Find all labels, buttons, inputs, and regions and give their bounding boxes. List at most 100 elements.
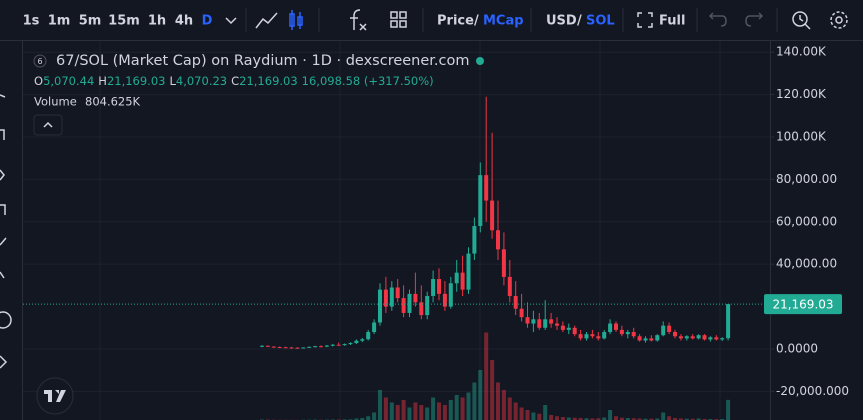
candle-body bbox=[667, 325, 672, 333]
candle-body bbox=[496, 230, 500, 250]
volume-bar bbox=[460, 397, 465, 420]
candle-body bbox=[472, 226, 477, 254]
ohlc-row: O5,070.44 H21,169.03 L4,070.23 C21,169.03 16… bbox=[34, 74, 434, 88]
snapshot-icon[interactable] bbox=[792, 11, 811, 30]
mcap-toggle[interactable]: MCap bbox=[483, 14, 524, 29]
candle-body bbox=[490, 200, 495, 231]
ohlc-key: H bbox=[98, 74, 107, 88]
candle-body bbox=[590, 334, 595, 337]
settings-icon[interactable] bbox=[830, 11, 848, 29]
fullscreen-button[interactable]: Full bbox=[659, 14, 685, 29]
volume-bar bbox=[637, 418, 642, 420]
candle-body bbox=[619, 329, 624, 335]
volume-bar bbox=[360, 418, 365, 420]
ohlc-value: 21,169.03 bbox=[239, 74, 298, 88]
left-toolbar bbox=[0, 94, 12, 369]
ohlc-value: 21,169.03 bbox=[107, 74, 166, 88]
volume-bar bbox=[608, 410, 613, 420]
candle-body bbox=[460, 272, 465, 290]
volume-bar bbox=[442, 405, 447, 420]
candle-body bbox=[319, 346, 323, 348]
plot bbox=[23, 96, 770, 420]
undo-icon[interactable] bbox=[708, 12, 727, 27]
toolbar bbox=[0, 0, 863, 40]
volume-bar bbox=[484, 332, 489, 420]
status-dot bbox=[476, 57, 484, 65]
layout-icon[interactable] bbox=[390, 11, 407, 28]
volume-label: Volume bbox=[34, 95, 77, 109]
volume-bar bbox=[560, 417, 565, 420]
tradingview-logo bbox=[36, 377, 74, 415]
last-price-label: 21,169.03 bbox=[772, 298, 833, 312]
candle-body bbox=[295, 347, 300, 349]
indicators-icon[interactable] bbox=[350, 9, 367, 31]
candle-body bbox=[277, 347, 282, 349]
volume-bar bbox=[401, 400, 406, 420]
interval-button[interactable]: 1m bbox=[48, 14, 71, 29]
candle-body bbox=[643, 338, 648, 341]
volume-bar bbox=[389, 402, 394, 420]
interval-button[interactable]: 4h bbox=[175, 14, 193, 29]
candle-body bbox=[271, 346, 276, 348]
fullscreen-icon[interactable] bbox=[637, 12, 653, 28]
candle-body bbox=[372, 322, 377, 333]
collapse-button[interactable] bbox=[33, 114, 63, 136]
candle-body bbox=[383, 289, 388, 307]
price-toggle[interactable]: Price bbox=[437, 14, 474, 29]
volume-bar bbox=[549, 415, 554, 420]
candle-body bbox=[708, 337, 713, 340]
candle-body bbox=[649, 338, 654, 341]
volume-bar bbox=[425, 407, 430, 420]
candle-body bbox=[608, 323, 613, 333]
candle-body bbox=[625, 332, 630, 335]
sol-toggle[interactable]: SOL bbox=[586, 14, 615, 29]
volume-bar bbox=[466, 392, 471, 420]
candle-icon[interactable] bbox=[289, 10, 303, 30]
interval-button[interactable]: 1s bbox=[23, 14, 40, 29]
volume-bar bbox=[537, 413, 542, 420]
candle-body bbox=[549, 319, 554, 324]
candle-body bbox=[525, 317, 530, 324]
volume-bar bbox=[596, 418, 601, 420]
volume-bar bbox=[519, 407, 524, 420]
candle-body bbox=[714, 337, 719, 340]
redo-icon[interactable] bbox=[745, 12, 764, 27]
volume-bar bbox=[643, 418, 648, 420]
candle-body bbox=[501, 249, 506, 277]
candle-body bbox=[454, 272, 459, 284]
interval-button[interactable]: 5m bbox=[79, 14, 102, 29]
volume-bar bbox=[696, 418, 701, 420]
y-tick-label: 120.00K bbox=[776, 87, 827, 101]
interval-button[interactable]: 15m bbox=[108, 14, 140, 29]
candle-body bbox=[513, 295, 518, 309]
volume-bar bbox=[531, 412, 536, 420]
candle-body bbox=[596, 336, 601, 339]
interval-button[interactable]: 1h bbox=[148, 14, 166, 29]
candle-body bbox=[543, 319, 548, 328]
candle-body bbox=[507, 276, 512, 296]
candle-body bbox=[342, 344, 347, 346]
candle-body bbox=[572, 327, 577, 335]
y-tick-label: 80,000.00 bbox=[776, 172, 837, 186]
candle-body bbox=[560, 325, 565, 330]
volume-bar bbox=[525, 410, 530, 420]
candle-body bbox=[289, 347, 294, 349]
badge-text: 6 bbox=[37, 57, 42, 66]
candle-body bbox=[555, 323, 559, 326]
ohlc-key: L bbox=[169, 74, 176, 88]
volume-bar bbox=[454, 395, 459, 420]
collapse-icon[interactable] bbox=[43, 121, 53, 128]
candle-body bbox=[537, 319, 542, 328]
line-chart-icon[interactable] bbox=[255, 12, 278, 29]
candle-body bbox=[578, 334, 583, 339]
volume-bar bbox=[413, 402, 418, 420]
candle-body bbox=[413, 293, 418, 303]
usd-toggle[interactable]: USD bbox=[546, 14, 577, 29]
interval-button[interactable]: D bbox=[202, 14, 213, 29]
candle-body bbox=[260, 345, 264, 347]
volume-bar bbox=[684, 418, 689, 420]
legend-title: 67/SOL (Market Cap) on Raydium · 1D · de… bbox=[56, 53, 470, 69]
interval-menu[interactable] bbox=[225, 17, 237, 25]
